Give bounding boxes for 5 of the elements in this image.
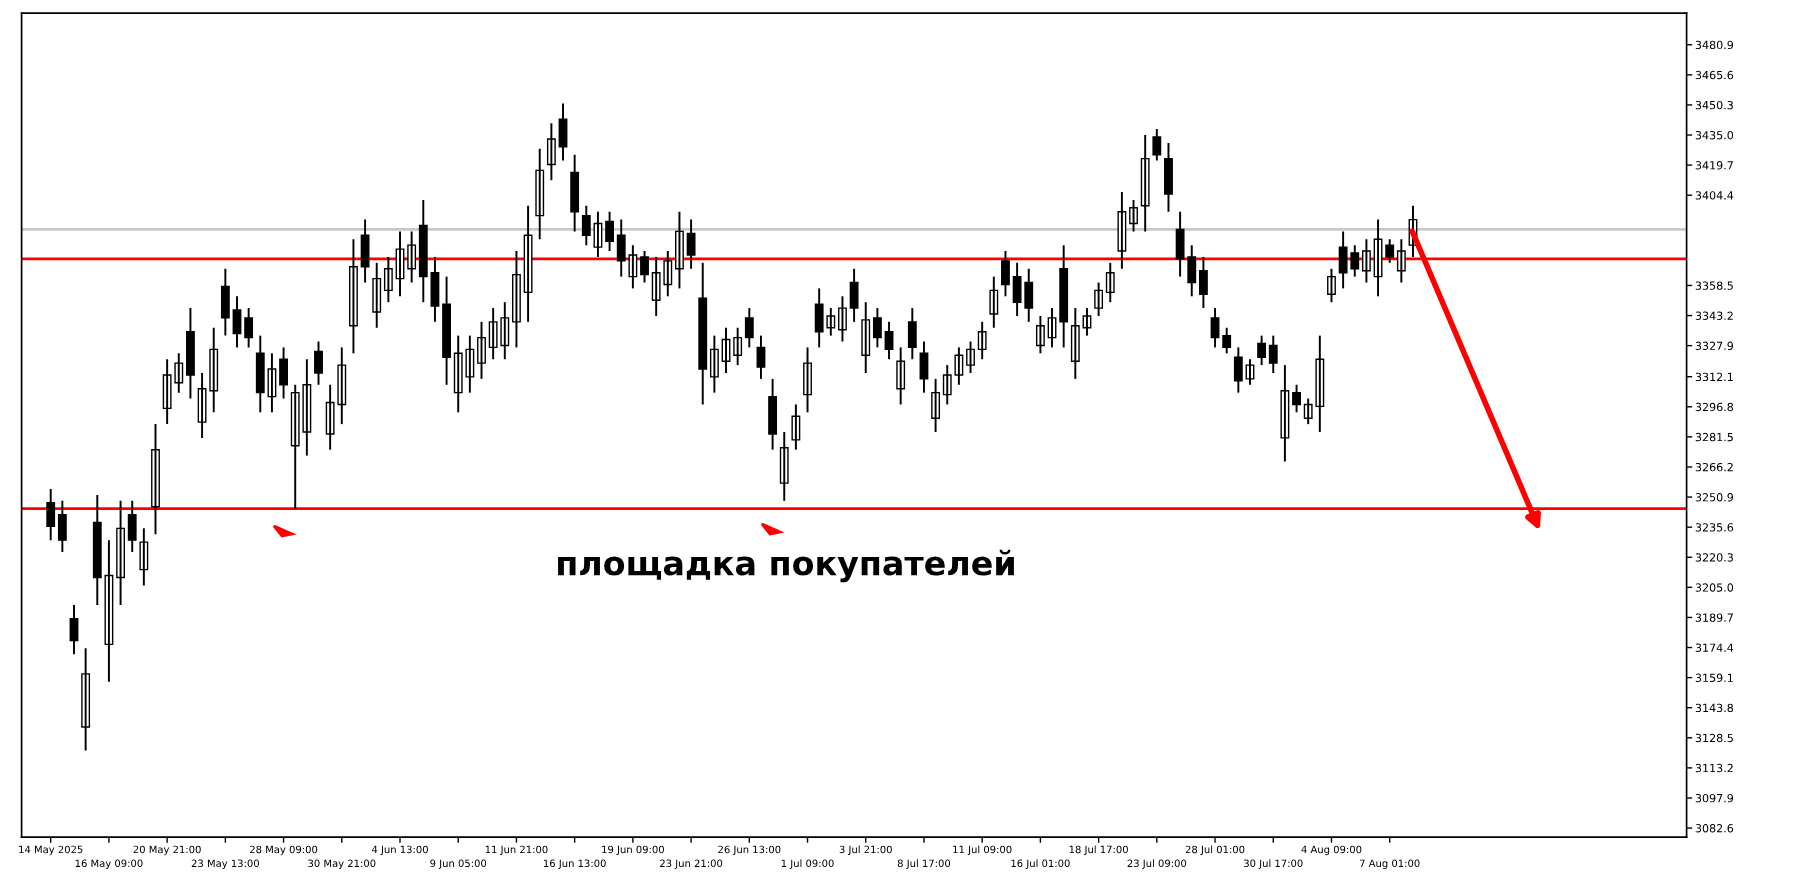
candlestick — [1327, 267, 1336, 304]
candlestick — [151, 423, 160, 536]
annotation: площадка покупателей — [558, 549, 1014, 583]
candlestick — [803, 346, 812, 414]
candlestick — [314, 340, 323, 386]
